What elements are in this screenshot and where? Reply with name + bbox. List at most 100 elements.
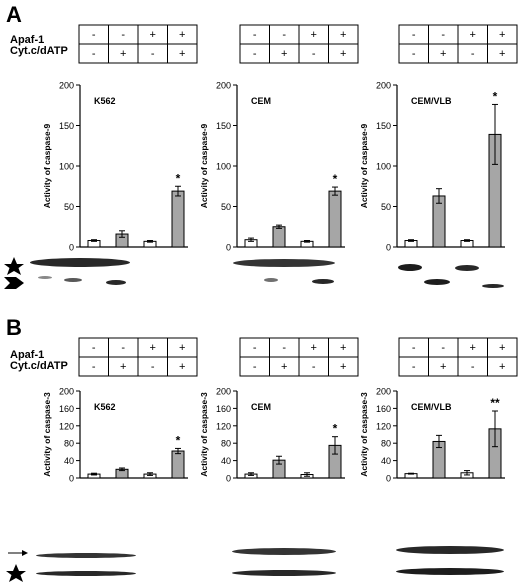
chart-title: K562 [94,402,116,412]
y-tick-label: 0 [386,243,391,253]
condition-sign-cytc: - [471,361,475,373]
blot-band [38,276,52,279]
condition-sign-cytc: - [471,48,475,60]
condition-sign-cytc: + [179,361,185,373]
y-tick-label: 200 [376,81,391,91]
condition-sign-apaf: + [179,29,185,41]
blot-band [30,258,130,267]
chart-title: CEM [251,96,271,106]
chart-title: CEM/VLB [411,96,452,106]
chart-title: CEM [251,402,271,412]
y-axis-label: Activity of caspase-9 [42,123,52,208]
y-tick-label: 160 [59,404,74,414]
star-marker-b [6,564,26,582]
y-tick-label: 0 [226,474,231,484]
condition-sign-cytc: + [179,48,185,60]
condition-sign-apaf: - [412,342,416,354]
condition-sign-cytc: + [440,48,446,60]
significance-marker: * [176,433,181,447]
condition-sign-cytc: - [412,48,416,60]
condition-sign-apaf: + [470,29,476,41]
y-tick-label: 100 [376,162,391,172]
y-tick-label: 40 [381,456,391,466]
y-tick-label: 0 [386,474,391,484]
condition-sign-apaf: - [282,342,286,354]
y-tick-label: 40 [64,456,74,466]
condition-sign-cytc: - [151,48,155,60]
blot-band [64,278,82,282]
row-label-apaf-b: Apaf-1 [10,349,44,361]
blot-band [233,259,335,267]
chart-a1: 0 50 100 150 200 Activity of caspase-9 CEM * [199,81,345,253]
y-axis-label: Activity of caspase-3 [199,392,209,477]
condition-sign-cytc: - [253,361,257,373]
row-label-cytc-b: Cyt.c/dATP [10,360,68,372]
arrow-marker-a [4,277,24,289]
significance-marker: ** [490,396,500,410]
y-axis-label: Activity of caspase-9 [199,123,209,208]
condition-sign-cytc: + [440,361,446,373]
condition-sign-apaf: - [253,342,257,354]
y-tick-label: 160 [216,404,231,414]
condition-sign-cytc: - [151,361,155,373]
blot-band [482,284,504,288]
chart-a2: 0 50 100 150 200 Activity of caspase-9 CEM/VLB… [359,81,505,253]
significance-marker: * [493,89,498,103]
condition-sign-cytc: + [499,361,505,373]
blot-band [455,265,479,271]
bar [171,450,185,479]
condition-sign-apaf: + [340,342,346,354]
condition-sign-cytc: + [120,361,126,373]
condition-sign-apaf: - [412,29,416,41]
y-tick-label: 0 [69,243,74,253]
chart-title: K562 [94,96,116,106]
condition-sign-cytc: - [92,48,96,60]
condition-sign-apaf: + [311,342,317,354]
y-tick-label: 40 [221,456,231,466]
row-label-apaf-a: Apaf-1 [10,34,44,46]
condition-sign-apaf: + [179,342,185,354]
y-tick-label: 120 [59,421,74,431]
condition-table-b0: - - + + - + - + [78,337,198,377]
condition-sign-apaf: - [253,29,257,41]
condition-sign-cytc: - [253,48,257,60]
bar [171,190,185,248]
y-tick-label: 200 [59,387,74,397]
y-tick-label: 200 [376,387,391,397]
condition-sign-cytc: - [312,48,316,60]
condition-sign-cytc: - [312,361,316,373]
y-tick-label: 150 [216,121,231,131]
condition-table-a1: - - + + - + - + [239,24,359,64]
y-tick-label: 0 [69,474,74,484]
y-tick-label: 80 [64,439,74,449]
condition-table-a2: - - + + - + - + [398,24,518,64]
condition-sign-apaf: - [282,29,286,41]
y-tick-label: 150 [376,121,391,131]
y-tick-label: 160 [376,404,391,414]
condition-sign-cytc: + [281,361,287,373]
row-label-cytc-a: Cyt.c/dATP [10,45,68,57]
blot-band [312,279,334,284]
condition-table-b2: - - + + - + - + [398,337,518,377]
blot-band [398,264,422,271]
y-tick-label: 50 [381,202,391,212]
significance-marker: * [176,171,181,185]
blot-band [36,571,136,576]
condition-sign-cytc: - [412,361,416,373]
condition-table-a0: - - + + - + - + [78,24,198,64]
condition-sign-apaf: - [121,29,125,41]
y-tick-label: 80 [221,439,231,449]
y-tick-label: 200 [59,81,74,91]
condition-sign-cytc: + [340,361,346,373]
y-tick-label: 50 [64,202,74,212]
condition-table-b1: - - + + - + - + [239,337,359,377]
y-axis-label: Activity of caspase-3 [359,392,369,477]
blot-band [424,279,450,285]
condition-sign-apaf: + [311,29,317,41]
y-tick-label: 150 [59,121,74,131]
condition-sign-apaf: - [441,342,445,354]
y-axis-label: Activity of caspase-9 [359,123,369,208]
condition-sign-apaf: + [340,29,346,41]
condition-sign-apaf: + [499,29,505,41]
